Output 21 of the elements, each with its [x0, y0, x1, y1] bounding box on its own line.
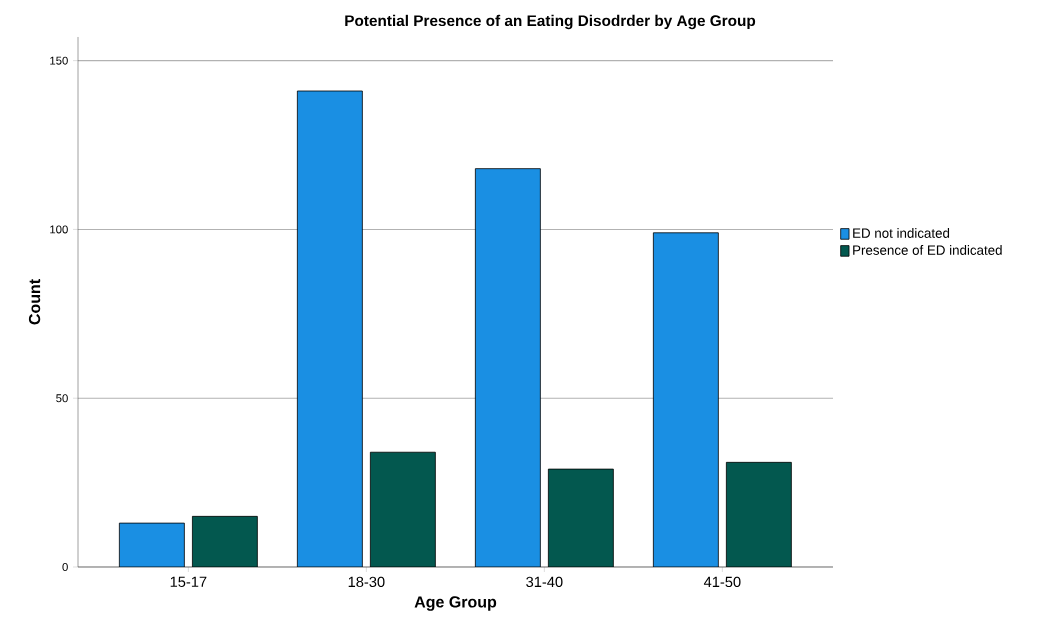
x-tick-label: 15-17 [170, 576, 207, 587]
x-tick-label: 41-50 [703, 576, 741, 588]
y-tick-label: 50 [56, 394, 68, 403]
bar [369, 451, 436, 567]
bar [547, 468, 614, 567]
y-tick-label: 0 [62, 563, 68, 572]
x-tick-label: 18-30 [348, 576, 385, 588]
chart-title: Potential Presence of an Eating Disodrder by Age Group [345, 14, 756, 30]
y-axis-title: Count [28, 279, 41, 325]
bar [474, 168, 541, 567]
y-tick-label: 150 [50, 56, 68, 65]
y-tick-label: 100 [50, 225, 68, 234]
bar [118, 522, 185, 567]
bar [296, 90, 363, 567]
bar [725, 461, 792, 567]
legend-label: Presence of ED indicated [853, 245, 1002, 255]
legend-label: ED not indicated [853, 228, 950, 238]
bar [652, 232, 719, 567]
x-tick-label: 31-40 [526, 576, 563, 588]
x-axis-title: Age Group [414, 596, 497, 611]
bar [191, 515, 258, 567]
